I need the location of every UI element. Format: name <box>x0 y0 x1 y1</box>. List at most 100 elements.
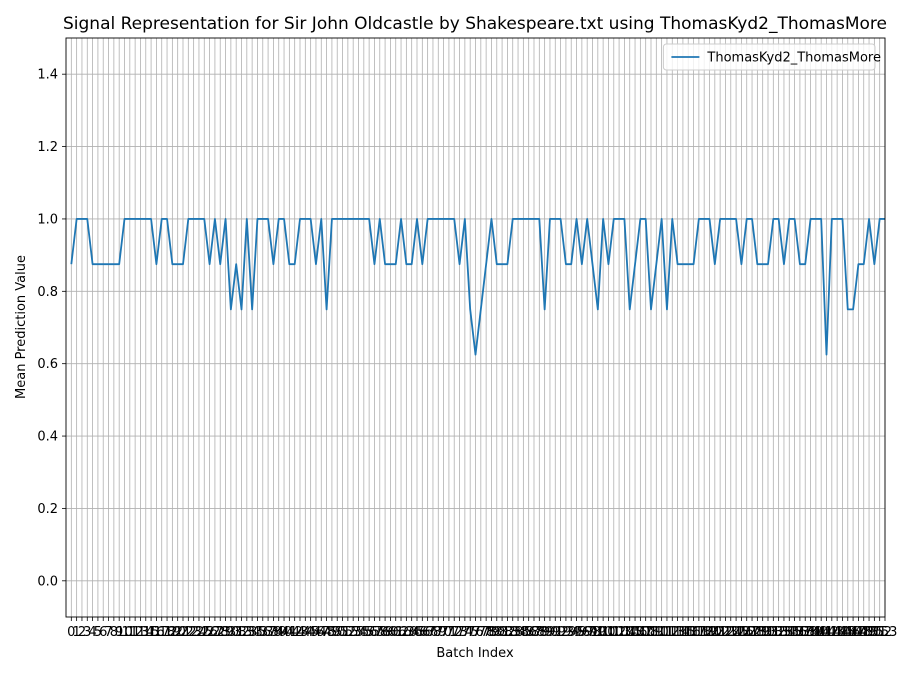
x-tick-label: 31 <box>228 625 245 640</box>
x-tick-label: 59 <box>377 625 394 640</box>
y-axis-label: Mean Prediction Value <box>14 255 29 399</box>
x-tick-label: 123 <box>713 625 738 640</box>
x-tick-label: 79 <box>483 625 500 640</box>
x-tick-label: 63 <box>398 625 415 640</box>
x-tick-label: 144 <box>825 625 850 640</box>
y-tick-label: 0.4 <box>37 430 58 445</box>
x-tick-label: 15 <box>143 625 160 640</box>
x-tick-label: 3 <box>83 625 91 640</box>
x-tick-label: 127 <box>734 625 759 640</box>
x-tick-label: 29 <box>217 625 234 640</box>
x-tick-label: 137 <box>787 625 812 640</box>
x-tick-label: 152 <box>867 625 892 640</box>
x-tick-label: 119 <box>692 625 717 640</box>
x-tick-label: 35 <box>249 625 266 640</box>
x-tick-label: 126 <box>729 625 754 640</box>
x-tick-label: 30 <box>223 625 240 640</box>
x-tick-label: 12 <box>127 625 144 640</box>
x-tick-label: 131 <box>756 625 781 640</box>
x-tick-label: 49 <box>324 625 341 640</box>
x-axis-label: Batch Index <box>436 646 514 661</box>
x-tick-label: 68 <box>425 625 442 640</box>
x-tick-label: 1 <box>72 625 80 640</box>
x-tick-label: 96 <box>574 625 591 640</box>
x-tick-label: 112 <box>655 625 680 640</box>
legend-box <box>662 43 876 71</box>
y-tick-label: 1.4 <box>37 68 58 83</box>
legend: ThomasKyd2_ThomasMore <box>662 43 881 71</box>
x-tick-label: 86 <box>520 625 537 640</box>
y-tick-label: 0.0 <box>37 574 58 589</box>
x-tick-label: 148 <box>846 625 871 640</box>
x-tick-label: 13 <box>132 625 149 640</box>
x-tick-label: 99 <box>590 625 607 640</box>
x-tick-label: 149 <box>851 625 876 640</box>
x-tick-label: 42 <box>286 625 303 640</box>
x-tick-label: 90 <box>542 625 559 640</box>
x-tick-label: 87 <box>526 625 543 640</box>
x-tick-label: 46 <box>308 625 325 640</box>
x-tick-label: 105 <box>617 625 642 640</box>
x-tick-label: 72 <box>446 625 463 640</box>
x-tick-label: 129 <box>745 625 770 640</box>
x-tick-label: 64 <box>403 625 420 640</box>
x-tick-label: 20 <box>169 625 186 640</box>
x-tick-label: 91 <box>547 625 564 640</box>
x-tick-label: 73 <box>451 625 468 640</box>
x-tick-label: 150 <box>857 625 882 640</box>
x-tick-label: 33 <box>239 625 256 640</box>
x-tick-label: 113 <box>660 625 685 640</box>
x-tick-label: 132 <box>761 625 786 640</box>
y-tick-label: 0.2 <box>37 502 58 517</box>
x-tick-label: 56 <box>361 625 378 640</box>
x-tick-label: 94 <box>563 625 580 640</box>
x-tick-label: 60 <box>382 625 399 640</box>
x-tick-label: 89 <box>536 625 553 640</box>
x-tick-label: 14 <box>137 625 154 640</box>
x-tick-label: 23 <box>185 625 202 640</box>
legend-label: ThomasKyd2_ThomasMore <box>706 51 881 66</box>
x-tick-label: 136 <box>782 625 807 640</box>
x-tick-label: 116 <box>676 625 701 640</box>
x-tick-label: 18 <box>159 625 176 640</box>
x-tick-label: 70 <box>435 625 452 640</box>
x-tick-label: 122 <box>708 625 733 640</box>
x-tick-label: 139 <box>798 625 823 640</box>
x-tick-label: 21 <box>175 625 192 640</box>
x-tick-label: 28 <box>212 625 229 640</box>
x-tick-label: 37 <box>260 625 277 640</box>
x-axis-ticks: 0123456789101112131415161718192021222324… <box>67 617 897 640</box>
x-tick-label: 80 <box>488 625 505 640</box>
x-tick-label: 120 <box>697 625 722 640</box>
x-tick-label: 151 <box>862 625 887 640</box>
x-tick-label: 67 <box>419 625 436 640</box>
x-tick-label: 55 <box>356 625 373 640</box>
x-tick-label: 93 <box>558 625 575 640</box>
series-line <box>70 218 885 356</box>
y-axis-ticks: 0.0 0.2 0.4 0.6 0.8 1.0 1.2 1.4 <box>37 68 66 589</box>
x-tick-label: 130 <box>750 625 775 640</box>
x-tick-label: 143 <box>819 625 844 640</box>
x-tick-label: 107 <box>628 625 653 640</box>
x-tick-label: 104 <box>612 625 637 640</box>
x-tick-label: 24 <box>191 625 208 640</box>
x-tick-label: 26 <box>201 625 218 640</box>
x-tick-label: 16 <box>148 625 165 640</box>
x-tick-label: 58 <box>371 625 388 640</box>
x-tick-label: 133 <box>766 625 791 640</box>
x-tick-label: 62 <box>393 625 410 640</box>
x-tick-label: 81 <box>494 625 511 640</box>
x-tick-label: 9 <box>115 625 123 640</box>
y-tick-label: 1.2 <box>37 140 58 155</box>
x-tick-label: 8 <box>110 625 118 640</box>
x-tick-label: 102 <box>601 625 626 640</box>
x-tick-label: 66 <box>414 625 431 640</box>
x-tick-label: 36 <box>254 625 271 640</box>
x-tick-label: 76 <box>467 625 484 640</box>
grid-lines <box>66 38 886 617</box>
x-tick-label: 38 <box>265 625 282 640</box>
x-tick-label: 147 <box>841 625 866 640</box>
x-tick-label: 135 <box>777 625 802 640</box>
x-tick-label: 103 <box>607 625 632 640</box>
